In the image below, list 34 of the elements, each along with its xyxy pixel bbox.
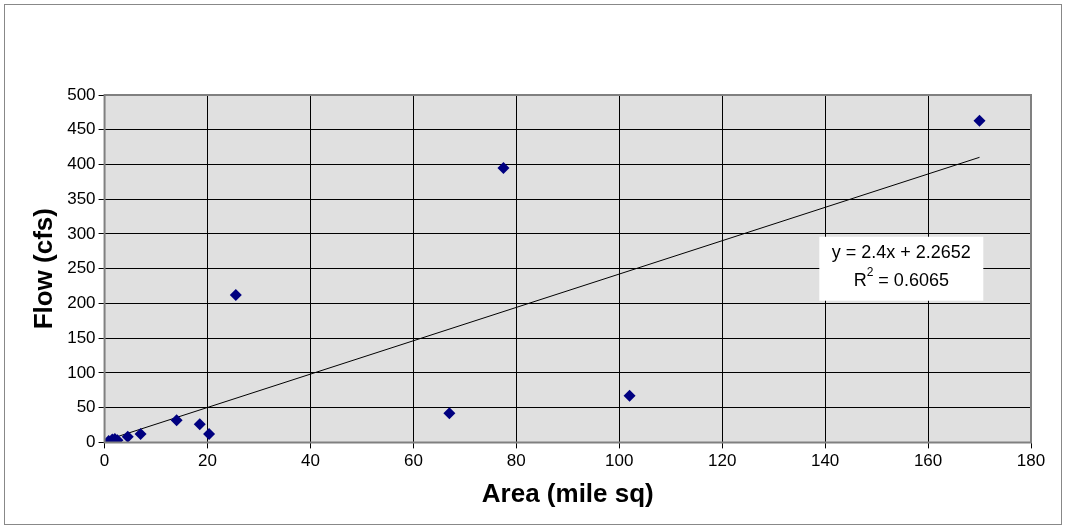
point — [193, 418, 206, 431]
point — [121, 430, 134, 443]
x-tick-label: 60 — [403, 451, 423, 471]
y-tick-label: 200 — [67, 293, 96, 313]
point — [443, 407, 456, 420]
x-tick-label: 140 — [810, 451, 840, 471]
x-tick-label: 0 — [99, 451, 110, 471]
point — [170, 414, 183, 427]
y-tick-label: 250 — [67, 258, 96, 278]
annotation: y = 2.4x + 2.2652 — [831, 241, 971, 262]
x-tick-label: 80 — [506, 451, 526, 471]
y-tick-label: 500 — [67, 84, 96, 104]
x-tick-label: 180 — [1016, 451, 1046, 471]
point — [134, 428, 147, 441]
y-tick-label: 450 — [67, 119, 96, 139]
point — [229, 289, 242, 302]
x-tick-label: 120 — [708, 451, 737, 471]
point — [203, 428, 216, 441]
point — [623, 389, 636, 402]
y-tick-label: 0 — [86, 432, 96, 452]
point — [973, 114, 986, 127]
y-tick-label: 50 — [76, 397, 96, 417]
x-tick-label: 20 — [198, 451, 217, 471]
x-tick-label: 160 — [913, 451, 943, 471]
x-axis-title: Area (mile sq) — [481, 477, 654, 508]
x-tick-label: 40 — [300, 451, 320, 471]
y-tick-label: 400 — [67, 154, 96, 174]
y-axis-title: Flow (cfs) — [27, 208, 58, 330]
y-tick-label: 300 — [67, 223, 96, 243]
y-tick-label: 150 — [67, 327, 96, 347]
point — [497, 161, 510, 174]
y-tick-label: 350 — [67, 188, 96, 208]
x-tick-label: 100 — [605, 451, 634, 471]
y-tick-label: 100 — [67, 362, 96, 382]
